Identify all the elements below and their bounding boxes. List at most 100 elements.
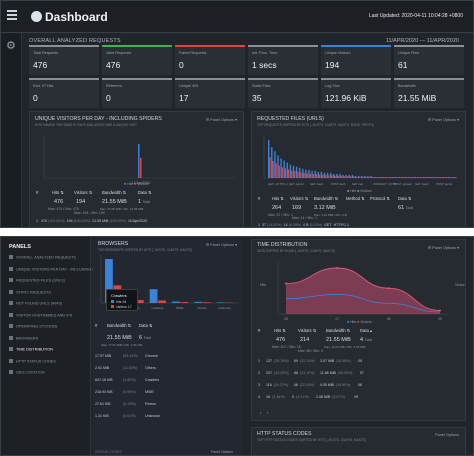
sidebar-item[interactable]: STATIC REQUESTS — [9, 289, 51, 294]
sidebar-item[interactable]: UNIQUE VISITORS PER DAY - INCLUDING SPID… — [9, 266, 109, 271]
row-hits-pct: (3.36%) — [272, 395, 285, 399]
bar-hits — [286, 162, 288, 178]
bth-n: # — [95, 323, 98, 328]
requests-panel-subtitle: TOP REQUESTS SORTED BY HITS [, AVGTS, CU… — [257, 123, 374, 127]
bth-bandwidth-label: Bandwidth — [107, 323, 127, 328]
bar-visitors — [387, 176, 389, 178]
row-hits: 16 — [266, 395, 270, 399]
area-hits — [286, 268, 440, 314]
row-n: 2 — [258, 371, 260, 375]
pager-prev[interactable]: ‹ — [260, 410, 262, 415]
table-row[interactable]: 1 476 (100.00%) 194 (100.00%) 21.55 MiB … — [36, 219, 147, 223]
bth-bandwidth[interactable]: Bandwidth ⇅ — [107, 323, 132, 328]
bar-hits — [391, 176, 394, 178]
pager-next[interactable]: › — [267, 410, 269, 415]
bar-visitors — [408, 176, 411, 178]
t-total-data-value: 4 — [360, 337, 364, 343]
sidebar-item[interactable]: TIME DISTRIBUTION — [9, 347, 53, 352]
vth-bandwidth[interactable]: Bandwidth ⇅ — [102, 190, 127, 195]
row-n: 3 — [258, 383, 260, 387]
x-tick-label: Crawlers — [152, 306, 164, 310]
row-n: 1 — [36, 219, 38, 223]
panel-item-icon — [9, 255, 13, 259]
vth-visitors[interactable]: Visitors ⇅ — [74, 190, 93, 195]
r-sub-hits: Max: 37 / Min: 1 — [268, 213, 293, 217]
sidebar-item-label: NOT FOUND URLS (404S) — [16, 301, 63, 306]
tth-bandwidth[interactable]: Bandwidth ⇅ — [326, 328, 351, 333]
vth-hits-label: Hits — [52, 190, 60, 195]
rth-hits[interactable]: Hits ⇅ — [272, 196, 284, 201]
rth-visitors[interactable]: Visitors ⇅ — [290, 196, 309, 201]
table-row[interactable]: 27.61 KiB (0.13%) Firefox — [95, 402, 156, 406]
table-row[interactable]: 17.97 MiB (83.41%) Chrome — [95, 354, 158, 358]
browsers-footer-options[interactable]: Panel Options — [211, 450, 233, 454]
tth-data[interactable]: Data ▴ — [360, 328, 373, 333]
rth-bandwidth[interactable]: Bandwidth ⇅ — [314, 196, 339, 201]
bar-visitors — [315, 174, 318, 178]
rth-data[interactable]: Data ⇅ — [398, 196, 412, 201]
table-row[interactable]: 2 207 (43.49%) 88 (41.12%) 11.86 MiB (55.05%) 0… — [258, 371, 364, 375]
gear-icon[interactable]: ⚙ — [6, 40, 16, 52]
row-visitors-pct: (32.24%) — [300, 359, 315, 363]
bth-data[interactable]: Data ⇅ — [139, 323, 153, 328]
rth-method[interactable]: Method ⇅ — [346, 196, 365, 201]
bar-hits — [429, 176, 431, 178]
t-sub-visitors: Max: 88 / Min: 9 — [298, 349, 323, 353]
v-total-data-value: 1 — [138, 199, 142, 205]
bar-hits — [382, 176, 385, 178]
bar-hits — [317, 171, 319, 178]
sidebar-item[interactable]: GEO LOCATION — [9, 370, 45, 375]
sidebar-item[interactable]: REQUESTED FILES (URLS) — [9, 278, 65, 283]
bar-hits — [149, 289, 158, 303]
panel-item-icon — [9, 312, 13, 317]
table-row[interactable]: 4 16 (3.36%) 9 (4.21%) 2.06 MiB (9.57%) 09 — [258, 395, 358, 399]
table-row[interactable]: 3 116 (24.37%) 48 (22.43%) 4.05 MiB (18.80%) 08 — [258, 383, 362, 387]
stat-card-label: Total Requests — [33, 51, 59, 55]
sidebar-item[interactable]: VISITOR HOSTNAMES AND IPS — [9, 312, 72, 317]
table-row[interactable]: 1 37 (14.02%) 14 (8.28%) 0 B (0.00%) GET… — [258, 223, 349, 227]
rth-protocol[interactable]: Protocol ⇅ — [370, 196, 391, 201]
sidebar-item[interactable]: HTTP STATUS CODES — [9, 358, 56, 363]
bar-visitors — [365, 176, 367, 178]
row-bandwidth: 0 B — [303, 223, 309, 227]
b-total-data-value: 6 — [139, 335, 143, 341]
bar-hits — [292, 165, 295, 178]
sidebar-item[interactable]: OVERALL ANALYZED REQUESTS — [9, 255, 76, 260]
stat-card-label: Unique 404 — [179, 84, 199, 88]
requests-chart: GET / HTTP/1.1 GET /admin GET /login POST /… — [263, 136, 457, 193]
logo-icon — [31, 11, 42, 22]
table-row[interactable]: 218.94 KiB (0.99%) MSIE — [95, 390, 154, 394]
bar-visitors — [368, 176, 370, 178]
row-data: 07 — [359, 371, 364, 375]
table-row[interactable]: 1.31 KiB (0.01%) Unknown — [95, 414, 160, 418]
line-visitors — [285, 294, 441, 313]
status-codes-options[interactable]: Panel Options — [435, 433, 459, 437]
vth-hits[interactable]: Hits ⇅ — [52, 190, 64, 195]
requests-panel-options[interactable]: ⚙ Panel Options ▾ — [427, 118, 459, 122]
row-pct: (0.99%) — [123, 390, 136, 394]
bar-hits — [345, 174, 347, 178]
table-row[interactable]: 847.16 KiB (3.84%) Crawlers — [95, 378, 159, 382]
browsers-panel: BROWSERS TOP BROWSERS SORTED BY HITS [, … — [93, 239, 243, 455]
chart-tooltip: Crawlers hits 94 visitors 17 — [106, 289, 138, 311]
sidebar-item[interactable]: BROWSERS — [9, 335, 39, 340]
tth-visitors[interactable]: Visitors ⇅ — [298, 328, 317, 333]
time-chart-legend: ■ Hits ■ Visitors — [347, 320, 372, 324]
sidebar-item-label: REQUESTED FILES (URLS) — [16, 278, 65, 283]
overall-title: OVERALL ANALYZED REQUESTS — [29, 38, 121, 44]
bar-hits — [298, 167, 301, 178]
v-sub-bandwidth: Max: 21.55 MiB / Min: 21.55 MiB — [100, 207, 144, 211]
visitors-panel-options[interactable]: ⚙ Panel Options ▾ — [205, 118, 237, 122]
table-row[interactable]: 1 137 (28.78%) 69 (32.24%) 3.57 MiB (16.58%) 05 — [258, 359, 362, 363]
menu-icon[interactable] — [7, 10, 17, 22]
sidebar-item[interactable]: NOT FOUND URLS (404S) — [9, 301, 62, 306]
x-tick-label: 11/Apr/2020 — [132, 181, 151, 185]
sidebar-item-label: BROWSERS — [16, 336, 39, 340]
row-bw-pct: (55.05%) — [337, 371, 353, 375]
browsers-panel-options[interactable]: ⚙ Panel Options ▾ — [205, 243, 237, 247]
vth-data[interactable]: Data ⇅ — [138, 190, 152, 195]
tth-hits[interactable]: Hits ⇅ — [274, 328, 286, 333]
table-row[interactable]: 2.51 MiB (11.63%) Others — [95, 366, 156, 370]
time-panel-options[interactable]: ⚙ Panel Options ▾ — [427, 246, 459, 250]
sidebar-item[interactable]: OPERATING SYSTEMS — [9, 324, 57, 329]
